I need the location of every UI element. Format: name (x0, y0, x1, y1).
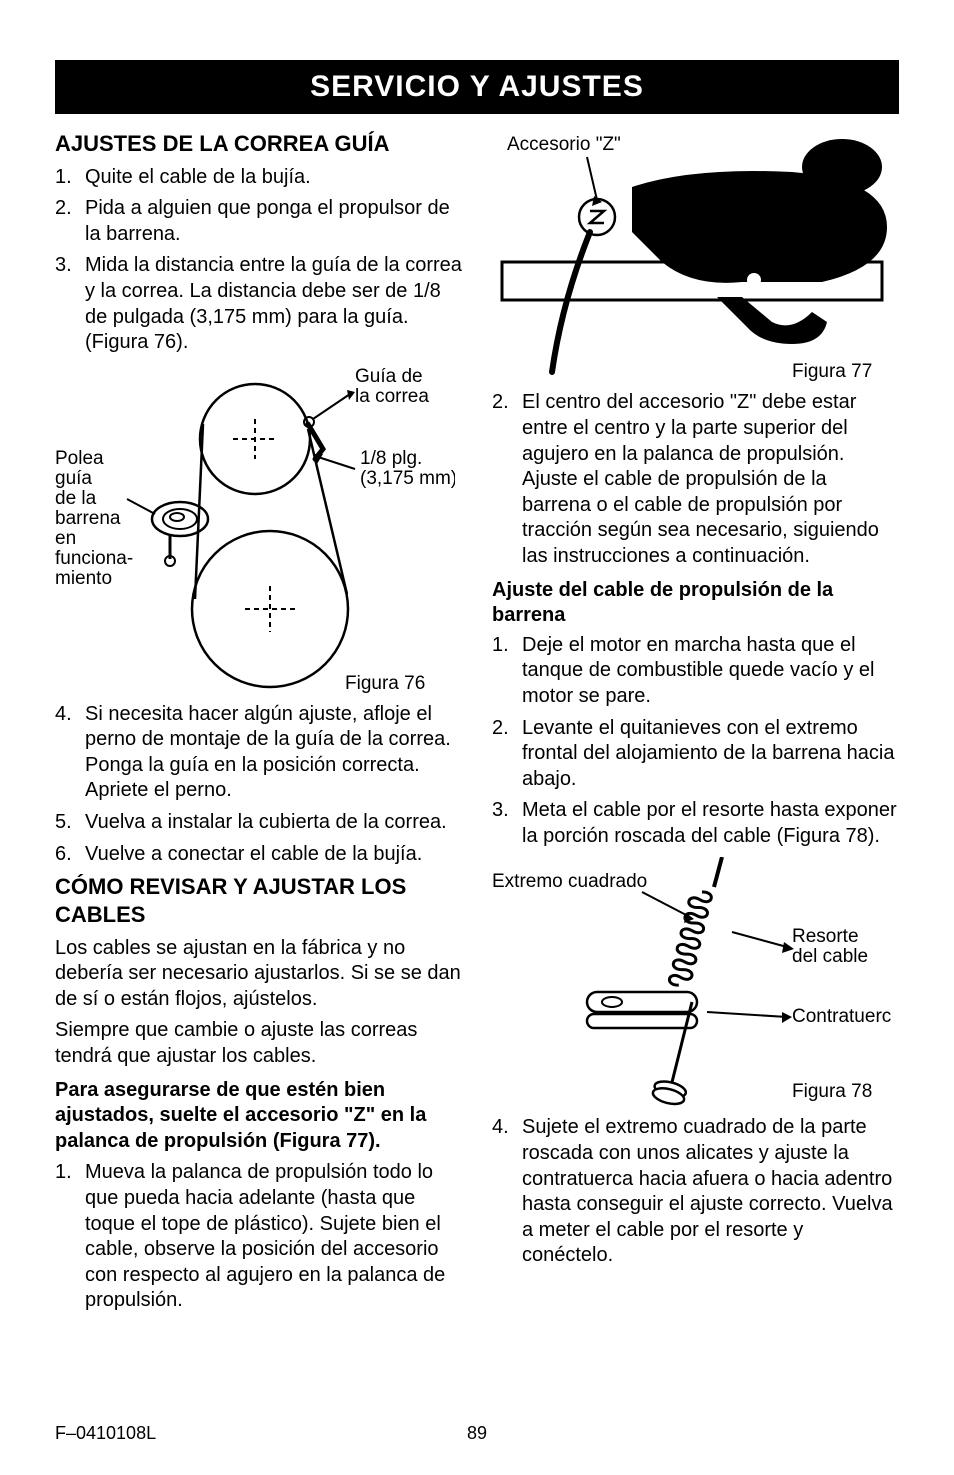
para-cables-2: Siempre que cambie o ajuste las correas … (55, 1018, 462, 1069)
list-barrena-1: Deje el motor en marcha hasta que el tan… (492, 633, 899, 850)
svg-text:Contratuerca: Contratuerca (792, 1006, 892, 1027)
svg-text:Resorte: Resorte (792, 926, 859, 947)
list-item: Vuelve a conectar el cable de la bujía. (55, 842, 462, 868)
list-item: Deje el motor en marcha hasta que el tan… (492, 633, 899, 710)
figure-78: Extremo cuadrado Resorte del cable Contr… (492, 857, 899, 1107)
svg-text:en: en (55, 528, 76, 549)
list-correa-2: Si necesita hacer algún ajuste, afloje e… (55, 702, 462, 868)
page-footer: F–0410108L 89 (55, 1422, 899, 1445)
svg-text:Accesorio "Z": Accesorio "Z" (507, 134, 621, 155)
list-item: Vuelva a instalar la cubierta de la corr… (55, 810, 462, 836)
page-number: 89 (467, 1422, 487, 1445)
list-item: Meta el cable por el resorte hasta expon… (492, 798, 899, 849)
list-item: Sujete el extremo cuadrado de la parte r… (492, 1115, 899, 1269)
para-accesorio-z: Para asegurarse de que estén bien ajusta… (55, 1078, 462, 1155)
svg-text:funciona-: funciona- (55, 548, 133, 569)
list-z-2: El centro del accesorio "Z" debe estar e… (492, 390, 899, 569)
section-banner: SERVICIO Y AJUSTES (55, 60, 899, 114)
list-barrena-2: Sujete el extremo cuadrado de la parte r… (492, 1115, 899, 1269)
two-column-layout: AJUSTES DE LA CORREA GUÍA Quite el cable… (55, 124, 899, 1320)
list-item: Levante el quitanieves con el extremo fr… (492, 716, 899, 793)
list-item: Quite el cable de la bujía. (55, 165, 462, 191)
left-column: AJUSTES DE LA CORREA GUÍA Quite el cable… (55, 124, 462, 1320)
list-item: Pida a alguien que ponga el propulsor de… (55, 196, 462, 247)
svg-text:guía: guía (55, 468, 92, 489)
figure-76: Guía de la correa 1/8 plg. (3,175 mm) Po… (55, 364, 462, 694)
figure-77: Accesorio "Z" Figura 77 (492, 132, 899, 382)
svg-text:Figura 77: Figura 77 (792, 361, 872, 382)
heading-ajustes-correa: AJUSTES DE LA CORREA GUÍA (55, 130, 462, 158)
doc-number: F–0410108L (55, 1422, 156, 1445)
svg-text:barrena: barrena (55, 508, 121, 529)
list-item: Si necesita hacer algún ajuste, afloje e… (55, 702, 462, 804)
svg-text:Figura 78: Figura 78 (792, 1081, 872, 1102)
heading-ajuste-barrena: Ajuste del cable de propulsión de la bar… (492, 578, 899, 629)
svg-text:de la: de la (55, 488, 97, 509)
list-cables-1: Mueva la palanca de propulsión todo lo q… (55, 1160, 462, 1314)
list-item: Mida la distancia entre la guía de la co… (55, 253, 462, 355)
heading-cables: CÓMO REVISAR Y AJUSTAR LOS CABLES (55, 873, 462, 929)
svg-text:la correa: la correa (355, 386, 429, 407)
list-item: Mueva la palanca de propulsión todo lo q… (55, 1160, 462, 1314)
svg-text:(3,175 mm): (3,175 mm) (360, 468, 455, 489)
svg-text:Extremo cuadrado: Extremo cuadrado (492, 871, 647, 892)
list-item: El centro del accesorio "Z" debe estar e… (492, 390, 899, 569)
svg-text:Guía de: Guía de (355, 366, 423, 387)
svg-text:Polea: Polea (55, 448, 104, 469)
svg-text:1/8 plg.: 1/8 plg. (360, 448, 422, 469)
para-cables-1: Los cables se ajustan en la fábrica y no… (55, 936, 462, 1013)
list-correa-1: Quite el cable de la bujía. Pida a algui… (55, 165, 462, 356)
svg-text:miento: miento (55, 568, 112, 589)
fig76-caption: Figura 76 (345, 673, 425, 694)
right-column: Accesorio "Z" Figura 77 El centro del ac… (492, 124, 899, 1320)
svg-text:del cable: del cable (792, 946, 868, 967)
